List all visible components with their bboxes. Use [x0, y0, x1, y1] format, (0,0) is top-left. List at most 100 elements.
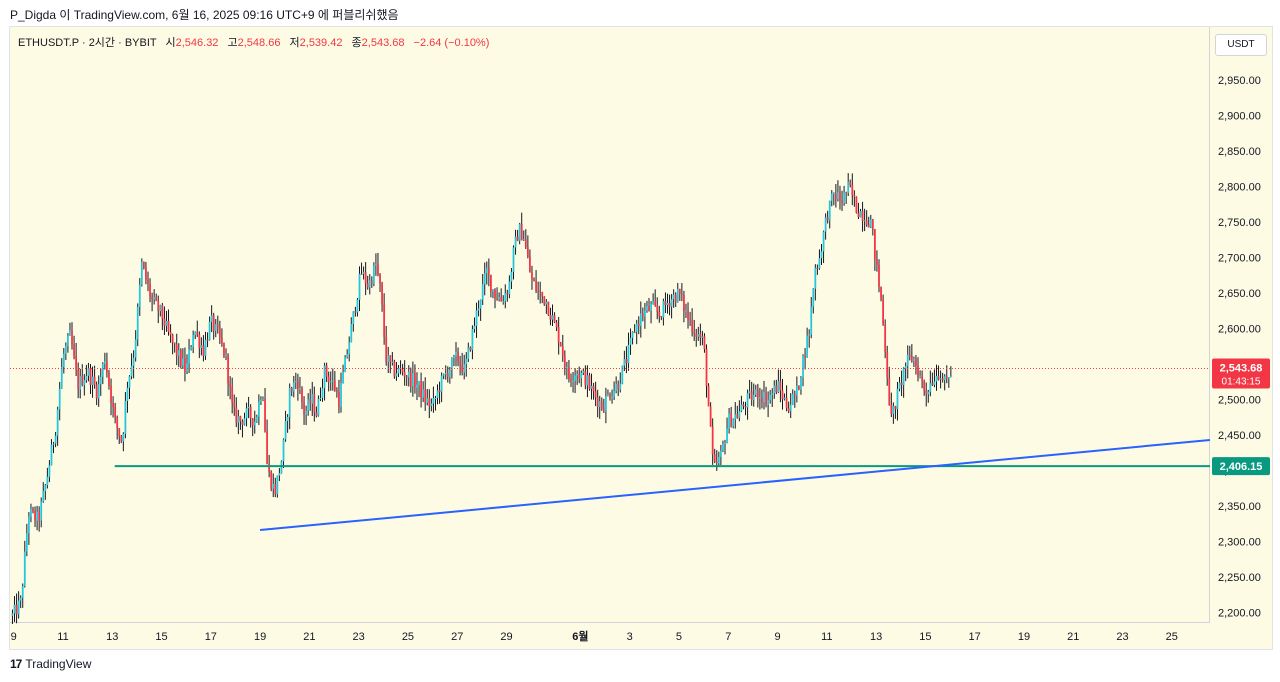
- candle-body: [888, 377, 891, 406]
- candle-body: [826, 217, 829, 221]
- candle-body: [949, 376, 952, 378]
- x-tick-label: 17: [969, 631, 981, 643]
- candle-body: [453, 356, 455, 358]
- candle-body: [641, 313, 644, 317]
- candle-body: [142, 261, 145, 268]
- candle-body: [147, 279, 149, 284]
- y-tick-label: 2,950.00: [1218, 75, 1261, 87]
- candle-body: [837, 192, 839, 200]
- x-tick-label: 23: [1116, 631, 1128, 643]
- candle-body: [237, 416, 240, 423]
- price-axis[interactable]: [1210, 27, 1272, 623]
- candle-body: [225, 354, 227, 356]
- candle-body: [559, 342, 562, 347]
- candle-body: [11, 613, 14, 616]
- candle-body: [177, 349, 180, 356]
- candle-body: [95, 384, 98, 399]
- y-tick-label: 2,850.00: [1218, 146, 1261, 158]
- support-price-label: 2,406.15: [1220, 461, 1263, 473]
- candle-body: [683, 294, 685, 312]
- candle-body: [282, 439, 285, 462]
- candle-body: [188, 349, 190, 364]
- candle-body: [639, 313, 642, 327]
- candle-body: [738, 411, 741, 418]
- trendline: [260, 438, 1211, 532]
- candle-body: [800, 377, 802, 390]
- candle-body: [886, 352, 889, 378]
- candle-body: [270, 471, 273, 489]
- candle-body: [925, 390, 928, 395]
- candlestick-chart[interactable]: 2,200.002,250.002,300.002,350.002,400.00…: [10, 27, 1272, 649]
- y-tick-label: 2,300.00: [1218, 536, 1261, 548]
- candle-body: [701, 336, 704, 338]
- time-axis[interactable]: [10, 623, 1210, 649]
- candle-body: [508, 281, 511, 295]
- candle-body: [319, 397, 322, 399]
- candle-body: [892, 406, 895, 414]
- candle-body: [171, 334, 174, 343]
- chart-frame[interactable]: 2,200.002,250.002,300.002,350.002,400.00…: [9, 26, 1273, 650]
- candle-body: [939, 378, 942, 380]
- candle-body: [179, 349, 182, 366]
- candle-body: [356, 299, 359, 313]
- candle-body: [896, 388, 899, 410]
- candle-body: [884, 324, 887, 353]
- candle-body: [163, 318, 166, 326]
- candle-body: [438, 390, 441, 393]
- candle-body: [241, 421, 244, 425]
- candle-body: [333, 380, 336, 391]
- candle-body: [329, 380, 332, 383]
- candle-body: [194, 332, 197, 335]
- candle-body: [617, 383, 620, 390]
- candle-body: [506, 293, 509, 295]
- x-tick-label: 25: [402, 631, 414, 643]
- candle-body: [734, 414, 737, 420]
- countdown-label: 01:43:15: [1222, 377, 1261, 388]
- candle-body: [662, 301, 665, 318]
- candle-body: [902, 368, 905, 386]
- footer: 17 TradingView: [10, 657, 91, 671]
- candle-body: [229, 383, 232, 387]
- candle-body: [122, 433, 125, 442]
- candle-body: [243, 418, 246, 425]
- currency-selector[interactable]: USDT: [1215, 34, 1267, 56]
- candle-body: [266, 431, 268, 464]
- candle-body: [810, 306, 813, 335]
- candle-body: [108, 373, 110, 386]
- x-tick-label: 19: [1018, 631, 1030, 643]
- candle-body: [420, 381, 422, 398]
- footer-brand: TradingView: [25, 657, 92, 671]
- candle-body: [931, 383, 934, 385]
- candle-body: [627, 344, 630, 364]
- candle-body: [181, 358, 184, 366]
- candle-body: [863, 220, 866, 222]
- candle-body: [537, 290, 540, 292]
- candle-body: [512, 247, 515, 272]
- candle-body: [878, 264, 880, 287]
- candle-body: [149, 283, 151, 297]
- candle-body: [570, 379, 572, 381]
- candle-body: [221, 337, 223, 344]
- candle-body: [592, 385, 595, 392]
- x-tick-label: 29: [500, 631, 512, 643]
- candle-body: [471, 329, 474, 351]
- candle-body: [882, 299, 885, 325]
- candle-body: [331, 380, 334, 382]
- candle-body: [27, 516, 30, 534]
- candle-body: [707, 386, 710, 407]
- candle-body: [752, 394, 755, 401]
- candle-body: [771, 393, 774, 395]
- candle-body: [746, 393, 749, 408]
- candle-body: [223, 343, 225, 356]
- candle-body: [434, 397, 437, 399]
- candle-body: [467, 347, 470, 359]
- candle-body: [134, 339, 137, 358]
- candle-body: [785, 397, 788, 409]
- candle-body: [19, 597, 22, 601]
- candle-body: [516, 236, 519, 241]
- candle-body: [555, 322, 558, 328]
- candle-body: [919, 375, 921, 378]
- legend-open: 2,546.32: [175, 37, 219, 49]
- candle-body: [303, 402, 305, 415]
- candle-body: [89, 368, 92, 385]
